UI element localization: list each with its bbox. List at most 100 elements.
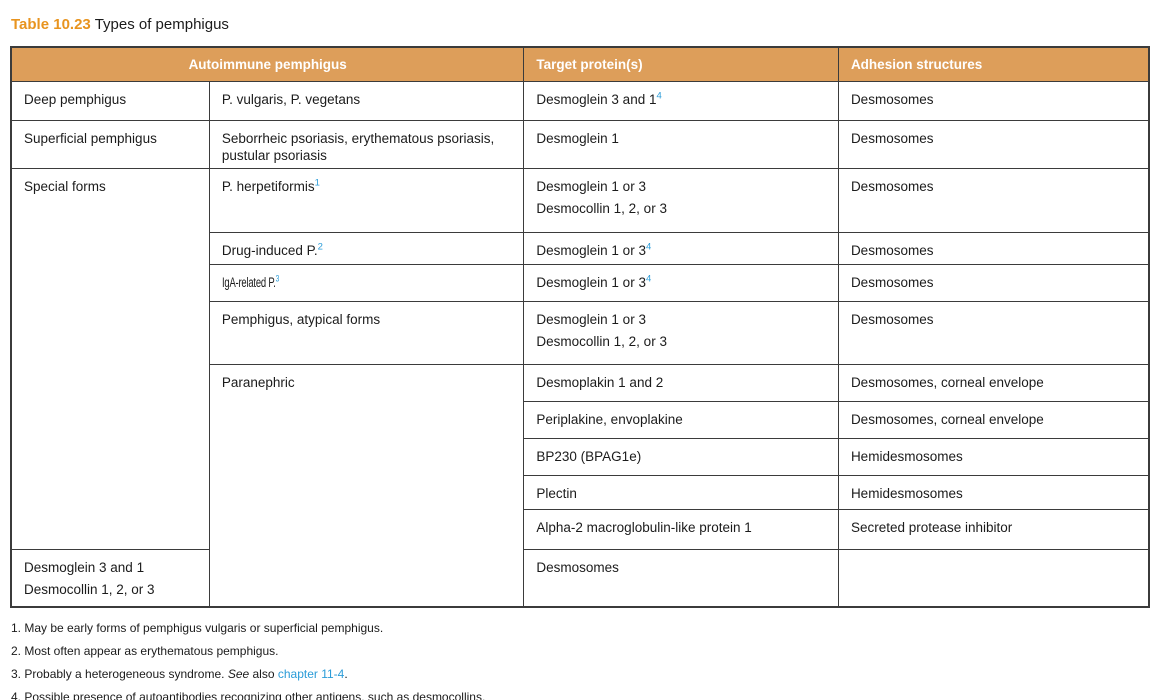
table-cell-desmosomes: Desmosomes [837, 264, 1150, 302]
table-cell-drug-induced-p-2: Drug-induced P.2 [208, 232, 525, 265]
cell-text: Desmosomes [851, 242, 1138, 259]
cell-text: Periplakine, envoplakine [536, 411, 828, 428]
text-segment: Desmosomes [850, 131, 934, 146]
footnote-1: 1. May be early forms of pemphigus vulga… [11, 617, 1150, 640]
cell-text: Desmoglein 1 or 34 [536, 274, 828, 291]
footnote-reference-4: 4 [656, 90, 662, 102]
table-cell-desmoglein-1: Desmoglein 1 [523, 120, 839, 169]
text-segment: Desmosomes [850, 275, 934, 290]
text-segment: Desmoglein 1 [536, 131, 619, 146]
table-cell-superficial-pemphigus: Superficial pemphigus [10, 120, 210, 169]
cell-text: Desmosomes [851, 91, 1138, 108]
text-segment: Desmoglein 1 or 3 [536, 275, 646, 290]
footnote-4: 4. Possible presence of autoantibodies r… [11, 686, 1150, 700]
table-cell-desmoglein-1-or-3-4: Desmoglein 1 or 34 [523, 232, 839, 265]
cell-text: Desmosomes [536, 559, 828, 576]
cell-text: Seborrheic psoriasis, erythematous psori… [222, 130, 514, 164]
header-row: Autoimmune pemphigus Target protein(s) Adh… [10, 46, 1150, 82]
text-segment: Hemidesmosomes [850, 486, 963, 501]
cell-text: Desmoglein 1 or 3 [536, 311, 828, 328]
cell-text: Secreted protease inhibitor [851, 519, 1138, 536]
table-body: Deep pemphigus P. vulgaris, P. vegetans De… [10, 81, 1150, 607]
text-segment: Desmosomes [850, 92, 934, 107]
text-segment: BP230 (BPAG1e) [536, 449, 642, 464]
text-segment: Desmoglein 1 or 3 [536, 312, 646, 327]
text-segment: Alpha-2 macroglobulin-like protein 1 [536, 520, 752, 535]
footnote-text: also [249, 666, 278, 681]
table-cell-desmosomes: Desmosomes [523, 549, 839, 607]
text-segment: Desmosomes [850, 312, 934, 327]
text-segment: IgA-related P. [221, 275, 276, 290]
table-row: IgA-related P.3 Desmoglein 1 or 34 Desmoso… [11, 264, 1150, 302]
table-cell-desmosomes: Desmosomes [837, 168, 1150, 233]
cell-text: Superficial pemphigus [24, 130, 199, 147]
cell-text: Plectin [536, 485, 828, 502]
chapter-link[interactable]: chapter 11-4 [277, 666, 345, 681]
cell-text: Desmocollin 1, 2, or 3 [536, 200, 828, 217]
table-caption: Types of pemphigus [94, 16, 229, 33]
footnote-2: 2. Most often appear as erythematous pem… [11, 640, 1150, 663]
footnotes: 1. May be early forms of pemphigus vulga… [11, 617, 1150, 700]
footnote-text: 4. Possible presence of autoantibodies r… [11, 689, 486, 700]
cell-text: Hemidesmosomes [851, 448, 1138, 465]
table-cell-desmosomes: Desmosomes [837, 232, 1150, 265]
column-header-target-protein-s: Target protein(s) [523, 46, 839, 82]
table-title: Table 10.23 Types of pemphigus [11, 16, 1150, 34]
cell-text: Desmoglein 3 and 1 [24, 559, 199, 576]
cell-text: Special forms [24, 178, 199, 195]
table-cell-desmoglein-1-or-3: Desmoglein 1 or 3 Desmocollin 1, 2, or 3 [523, 168, 839, 233]
cell-text: Drug-induced P.2 [222, 242, 514, 259]
table-cell-p-vulgaris-p-vegetans: P. vulgaris, P. vegetans [208, 81, 525, 121]
table-cell-p-herpetiformis-1: P. herpetiformis1 [208, 168, 525, 233]
column-header-adhesion-structures: Adhesion structures [837, 46, 1150, 82]
text-segment: Desmoplakin 1 and 2 [536, 375, 664, 390]
footnote-reference-1: 1 [314, 177, 320, 189]
cell-text: Desmosomes [851, 274, 1138, 291]
table-row: BP230 (BPAG1e) Hemidesmosomes [11, 438, 1150, 476]
text-segment: Seborrheic psoriasis, erythematous psori… [221, 131, 495, 163]
text-segment: Hemidesmosomes [850, 449, 963, 464]
table-row: Deep pemphigus P. vulgaris, P. vegetans De… [10, 81, 1150, 121]
cell-text: Hemidesmosomes [851, 485, 1138, 502]
table-cell-hemidesmosomes: Hemidesmosomes [837, 438, 1150, 476]
text-segment: Plectin [536, 486, 577, 501]
table-row: Desmoglein 3 and 1 Desmocollin 1, 2, or 3… [10, 549, 1149, 607]
cell-text: Alpha-2 macroglobulin-like protein 1 [536, 519, 828, 536]
table-row: Alpha-2 macroglobulin-like protein 1 Secr… [11, 509, 1150, 550]
table-cell-plectin: Plectin [523, 475, 839, 510]
table-row: Special forms P. herpetiformis1 Desmoglein… [10, 168, 1150, 550]
table-cell-secreted-protease-inhibitor: Secreted protease inhibitor [837, 509, 1150, 550]
text-segment: Desmosomes [850, 179, 934, 194]
table-row: Plectin Hemidesmosomes [11, 475, 1150, 510]
table-cell-desmoglein-3-and-1-4: Desmoglein 3 and 14 [523, 81, 839, 121]
footnote-text: 3. Probably a heterogeneous syndrome. [11, 666, 228, 681]
cell-text: Desmosomes [851, 130, 1138, 147]
table-cell-desmoplakin-1-and-2: Desmoplakin 1 and 2 [523, 364, 839, 402]
table-cell-deep-pemphigus: Deep pemphigus [10, 81, 210, 121]
cell-text: BP230 (BPAG1e) [536, 448, 828, 465]
cell-text: IgA-related P.3 [222, 274, 279, 291]
text-segment: Desmoglein 1 or 3 [536, 179, 646, 194]
cell-text: Desmoglein 1 or 3 [536, 178, 828, 195]
cell-text: Desmosomes [851, 178, 1138, 195]
table-cell-desmosomes: Desmosomes [837, 301, 1150, 365]
column-header-autoimmune-pemphigus: Autoimmune pemphigus [10, 46, 525, 82]
text-segment: Drug-induced P. [221, 243, 318, 258]
text-segment: Desmocollin 1, 2, or 3 [24, 582, 155, 597]
footnote-3: 3. Probably a heterogeneous syndrome. Se… [11, 663, 1150, 686]
footnote-reference-4: 4 [645, 273, 652, 285]
cell-text: Desmosomes, corneal envelope [851, 411, 1138, 428]
cell-text: Deep pemphigus [24, 91, 199, 108]
table-row: Periplakine, envoplakine Desmosomes, corn… [11, 401, 1150, 439]
table-cell-desmosomes-corneal-envelope: Desmosomes, corneal envelope [837, 401, 1150, 439]
table-cell-desmoglein-1-or-3: Desmoglein 1 or 3 Desmocollin 1, 2, or 3 [523, 301, 839, 365]
text-segment: P. herpetiformis [221, 179, 315, 194]
table-cell-alpha-2-macroglobulin-like-protein-1: Alpha-2 macroglobulin-like protein 1 [523, 509, 839, 550]
table-cell-special-forms: Special forms [10, 168, 210, 550]
text-segment: P. vulgaris, P. vegetans [221, 92, 361, 107]
text-segment: Desmosomes, corneal envelope [850, 375, 1044, 390]
table-row: Superficial pemphigus Seborrheic psoriasi… [10, 120, 1150, 169]
table-cell-desmoglein-1-or-3-4: Desmoglein 1 or 34 [523, 264, 839, 302]
footnote-reference-4: 4 [645, 241, 652, 253]
